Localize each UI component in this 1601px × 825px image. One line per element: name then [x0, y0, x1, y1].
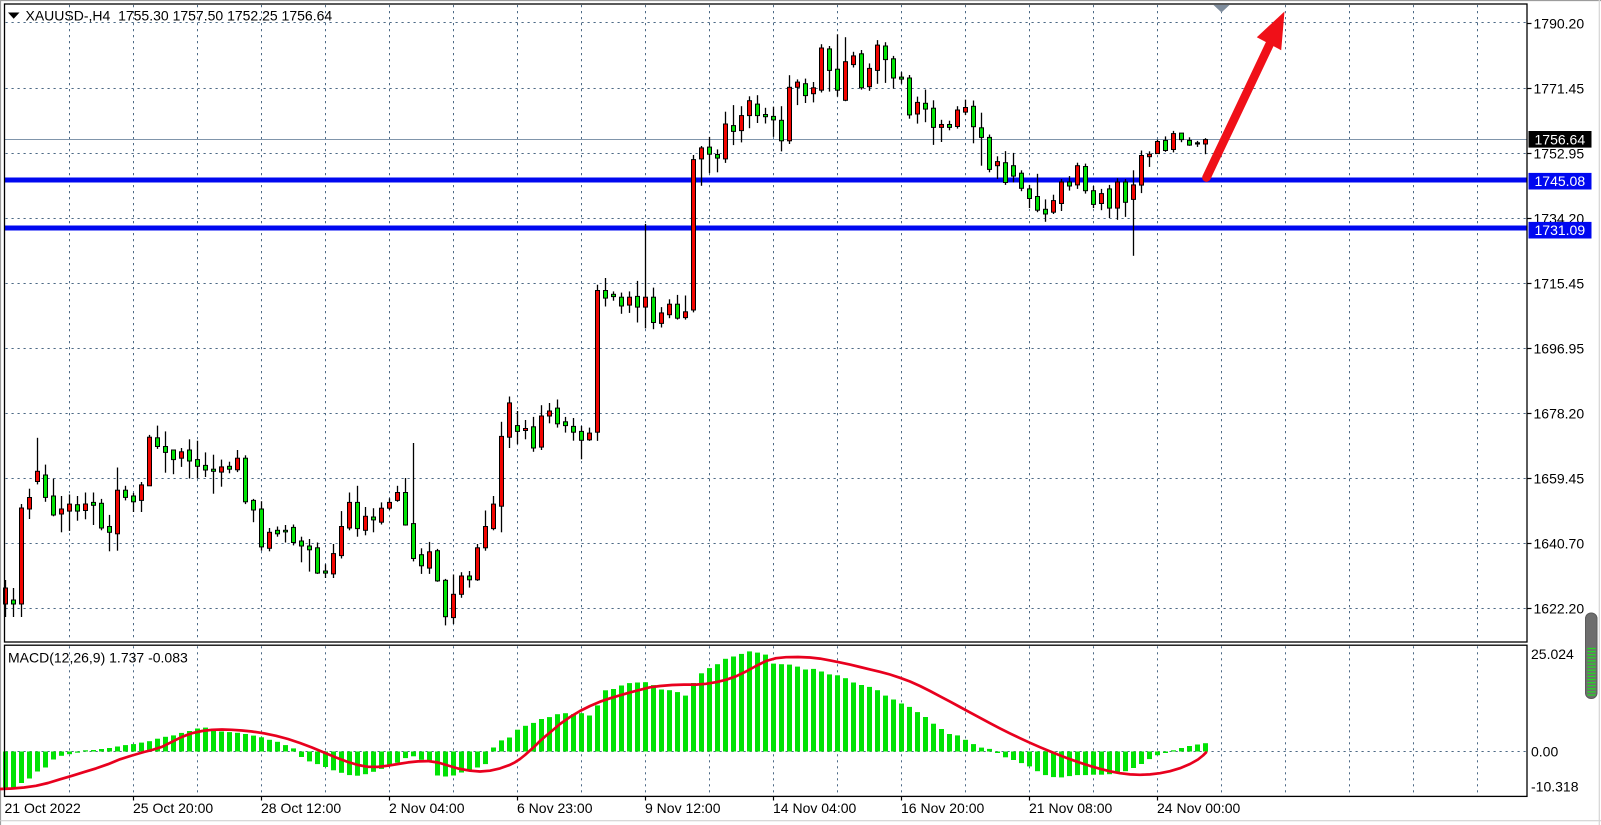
svg-text:1752.95: 1752.95 [1534, 146, 1585, 162]
svg-text:1678.20: 1678.20 [1534, 406, 1585, 422]
svg-text:25 Oct 20:00: 25 Oct 20:00 [133, 800, 213, 816]
svg-text:2 Nov 04:00: 2 Nov 04:00 [389, 800, 465, 816]
svg-text:25.024: 25.024 [1531, 646, 1574, 662]
svg-text:1659.45: 1659.45 [1534, 471, 1585, 487]
svg-text:MACD(12,26,9) 1.737 -0.083: MACD(12,26,9) 1.737 -0.083 [8, 650, 188, 666]
svg-text:-10.318: -10.318 [1531, 778, 1579, 794]
svg-text:21 Nov 08:00: 21 Nov 08:00 [1029, 800, 1112, 816]
svg-text:14 Nov 04:00: 14 Nov 04:00 [773, 800, 856, 816]
svg-text:1731.09: 1731.09 [1535, 222, 1586, 238]
svg-text:0.00: 0.00 [1531, 744, 1558, 760]
svg-text:21 Oct 2022: 21 Oct 2022 [5, 800, 81, 816]
svg-text:24 Nov 00:00: 24 Nov 00:00 [1157, 800, 1240, 816]
svg-text:16 Nov 20:00: 16 Nov 20:00 [901, 800, 984, 816]
svg-text:1790.20: 1790.20 [1534, 16, 1585, 32]
svg-text:9 Nov 12:00: 9 Nov 12:00 [645, 800, 721, 816]
svg-text:XAUUSD-,H4 1755.30 1757.50 17: XAUUSD-,H4 1755.30 1757.50 1752.25 1756.… [26, 8, 333, 24]
svg-text:1622.20: 1622.20 [1534, 601, 1585, 617]
svg-text:1745.08: 1745.08 [1535, 173, 1586, 189]
svg-text:1640.70: 1640.70 [1534, 536, 1585, 552]
svg-text:28 Oct 12:00: 28 Oct 12:00 [261, 800, 341, 816]
svg-text:1756.64: 1756.64 [1535, 131, 1586, 147]
svg-text:1771.45: 1771.45 [1534, 81, 1585, 97]
svg-text:1696.95: 1696.95 [1534, 341, 1585, 357]
svg-text:1715.45: 1715.45 [1534, 276, 1585, 292]
svg-text:6 Nov 23:00: 6 Nov 23:00 [517, 800, 593, 816]
